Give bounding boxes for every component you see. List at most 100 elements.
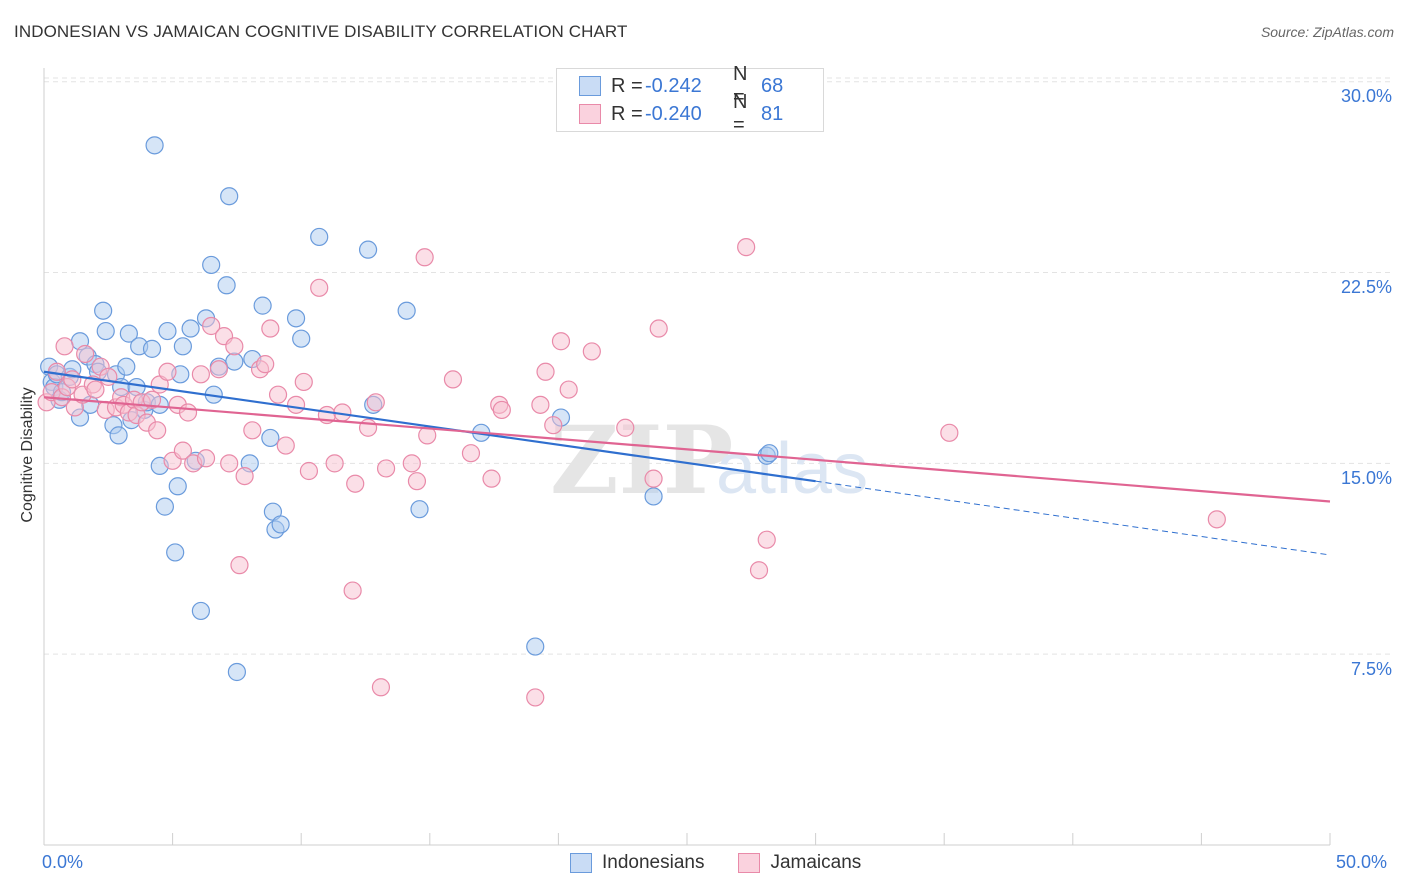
indonesian-point <box>227 662 246 682</box>
x-tick-label-min: 0.0% <box>42 852 84 872</box>
indonesian-point <box>292 329 311 348</box>
jamaican-point <box>551 332 571 351</box>
jamaican-point <box>461 444 481 463</box>
jamaican-point <box>649 319 668 338</box>
jamaican-point <box>616 418 635 437</box>
jamaican-point <box>55 337 74 356</box>
indonesians-trend-extension <box>815 480 1331 556</box>
jamaican-point <box>196 449 216 468</box>
axes <box>43 68 1331 846</box>
indonesian-point <box>397 301 416 320</box>
jamaican-point <box>544 416 563 435</box>
jamaicans-swatch <box>579 104 601 124</box>
jamaican-point <box>209 360 228 379</box>
legend-row-jamaicans: R = -0.240 N = 81 <box>579 91 784 136</box>
jamaican-point <box>443 370 463 389</box>
jamaican-point <box>142 390 162 409</box>
jamaican-point <box>644 469 663 488</box>
jamaican-point <box>376 459 396 478</box>
jamaican-point <box>536 362 555 381</box>
jamaican-point <box>220 454 239 473</box>
jamaican-point <box>407 472 427 491</box>
watermark-zip: ZIP <box>550 406 733 516</box>
series-legend: Indonesians Jamaicans <box>570 852 895 874</box>
jamaican-point <box>76 344 95 364</box>
jamaican-point <box>230 556 249 575</box>
jamaicans-swatch <box>738 853 761 873</box>
indonesian-point <box>96 321 115 341</box>
n-value: 68 <box>761 74 784 97</box>
jamaican-point <box>346 474 365 493</box>
jamaicans-points <box>37 238 1226 707</box>
jamaican-point <box>526 688 545 707</box>
jamaicans-trend-line <box>43 396 1331 503</box>
jamaican-point <box>415 248 434 267</box>
y-tick-label: 22.5% <box>1340 277 1392 297</box>
jamaican-point <box>737 238 756 257</box>
indonesian-point <box>181 319 200 338</box>
jamaican-point <box>202 316 221 336</box>
indonesian-point <box>158 321 177 341</box>
indonesian-point <box>261 428 280 448</box>
legend-label: Jamaicans <box>770 852 862 873</box>
indonesian-point <box>760 444 779 463</box>
stats-legend: R = -0.242 N = 68 R = -0.240 N = 81 <box>556 63 824 136</box>
indonesians-swatch <box>579 76 601 96</box>
jamaican-point <box>178 403 198 422</box>
legend-item-indonesians[interactable]: Indonesians <box>570 852 704 874</box>
r-value: -0.242 <box>645 74 702 97</box>
y-tick-label: 15.0% <box>1340 468 1392 488</box>
x-tick-label-max: 50.0% <box>1336 852 1388 872</box>
indonesian-point <box>358 240 378 259</box>
jamaican-point <box>757 530 776 549</box>
jamaican-point <box>402 454 421 473</box>
jamaican-point <box>286 395 306 414</box>
jamaican-point <box>243 421 262 440</box>
indonesian-point <box>644 487 663 506</box>
r-label: R = <box>611 74 643 97</box>
n-value: 81 <box>761 102 784 125</box>
indonesian-point <box>173 337 192 356</box>
jamaican-point <box>299 461 319 481</box>
chart-title: INDONESIAN VS JAMAICAN COGNITIVE DISABIL… <box>14 22 628 41</box>
jamaican-point <box>148 421 167 440</box>
indonesian-point <box>217 276 236 295</box>
jamaican-point <box>531 395 550 414</box>
jamaican-point <box>268 385 288 404</box>
y-tick-label: 7.5% <box>1350 659 1392 679</box>
jamaican-point <box>343 581 362 600</box>
jamaican-point <box>158 362 177 381</box>
jamaican-point <box>173 441 192 460</box>
legend-item-jamaicans[interactable]: Jamaicans <box>738 852 861 874</box>
indonesians-trend-line <box>43 370 816 483</box>
indonesian-point <box>119 324 138 343</box>
r-label: R = <box>611 102 643 125</box>
indonesian-point <box>202 255 221 275</box>
jamaican-point <box>366 393 385 412</box>
jamaican-point <box>582 342 601 361</box>
indonesian-point <box>253 296 272 315</box>
indonesian-point <box>142 339 162 358</box>
indonesian-point <box>225 352 244 371</box>
r-value: -0.240 <box>645 102 702 125</box>
indonesian-point <box>271 515 290 534</box>
indonesian-point <box>191 601 210 621</box>
jamaican-point <box>559 380 578 399</box>
jamaican-point <box>256 355 275 374</box>
watermark-atlas: atlas <box>716 429 868 509</box>
jamaican-point <box>940 423 959 442</box>
jamaican-point <box>358 418 378 437</box>
n-label: N = <box>733 63 748 108</box>
indonesian-point <box>145 136 164 155</box>
jamaican-point <box>310 278 329 297</box>
y-tick-label: 30.0% <box>1340 86 1392 106</box>
indonesian-point <box>166 543 185 562</box>
indonesian-point <box>168 477 187 496</box>
jamaican-point <box>235 466 254 486</box>
jamaican-point <box>371 678 391 697</box>
legend-row-indonesians: R = -0.242 N = 68 <box>579 63 784 108</box>
trend-lines <box>43 370 1331 556</box>
jamaican-point <box>482 469 501 488</box>
indonesian-point <box>220 187 239 206</box>
